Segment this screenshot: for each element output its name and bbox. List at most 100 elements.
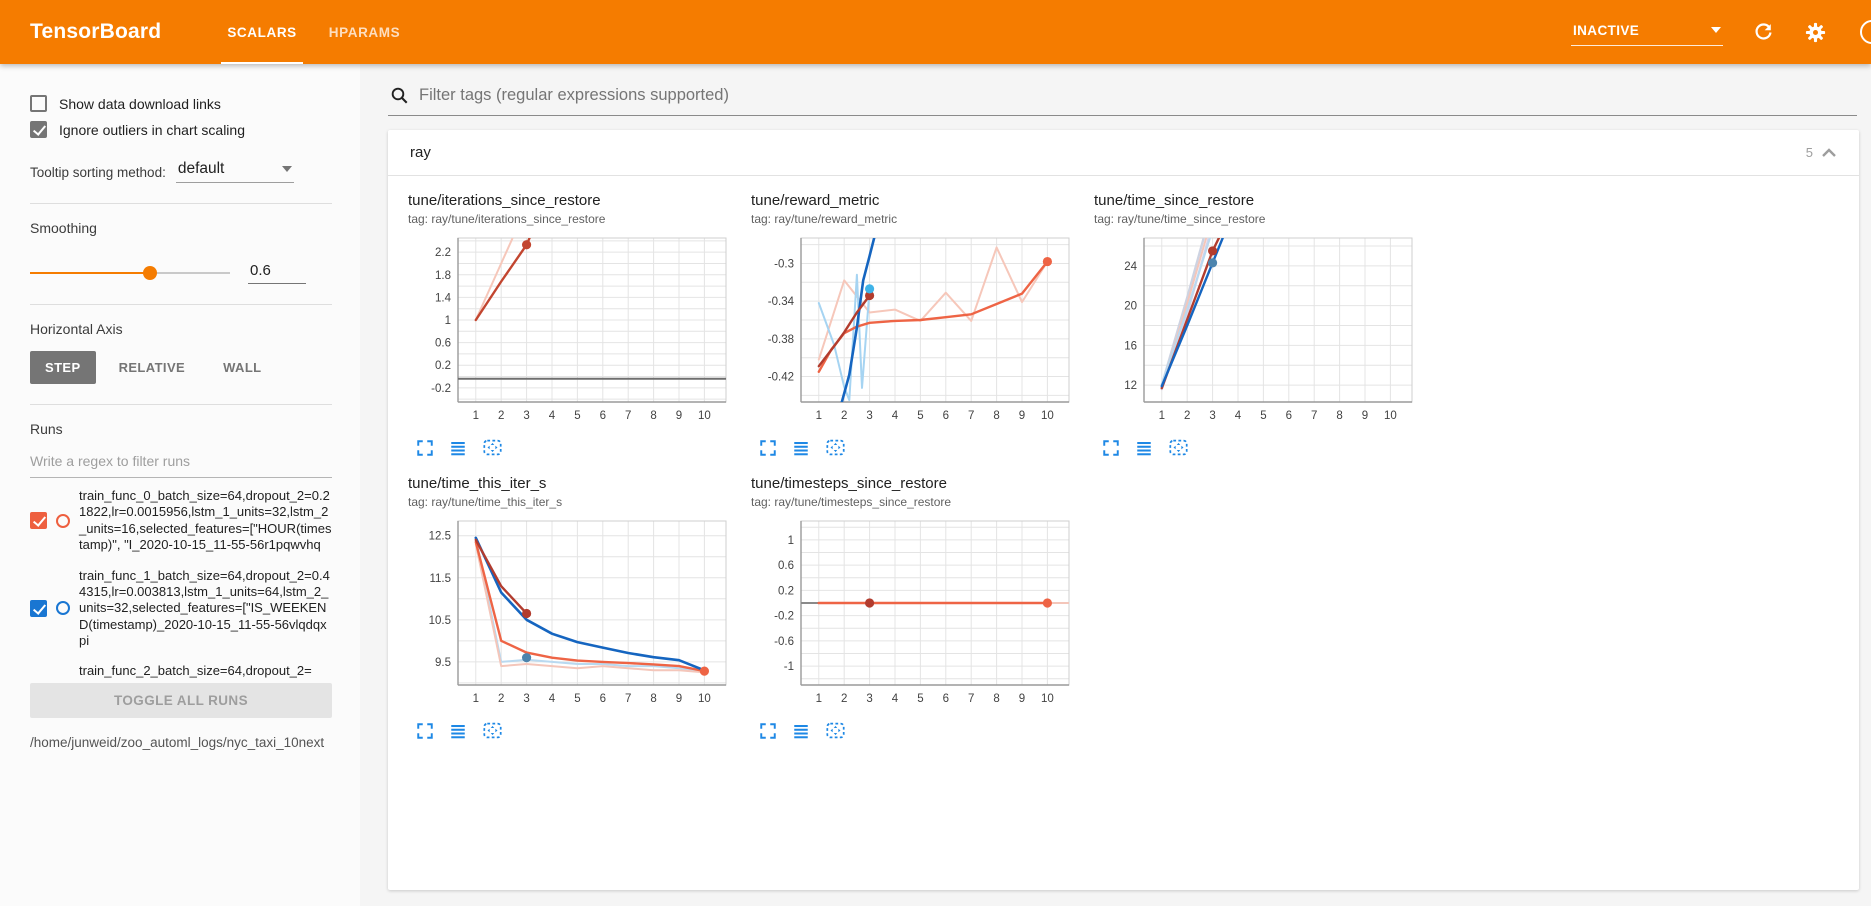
smoothing-value[interactable]: 0.6 <box>248 262 306 284</box>
charts-grid: tune/iterations_since_restore tag: ray/tu… <box>388 176 1859 756</box>
smoothing-slider[interactable] <box>30 266 230 280</box>
svg-text:8: 8 <box>650 693 656 705</box>
tab-bar: SCALARS HPARAMS <box>211 0 416 64</box>
data-table-icon[interactable] <box>792 439 810 457</box>
chart-toolbar <box>408 438 743 457</box>
run-solo-radio[interactable] <box>56 513 70 528</box>
log-directory-path: /home/junweid/zoo_automl_logs/nyc_taxi_1… <box>30 735 325 751</box>
svg-text:6: 6 <box>600 410 606 422</box>
search-icon <box>390 86 409 105</box>
data-table-icon[interactable] <box>449 722 467 740</box>
svg-text:5: 5 <box>574 410 580 422</box>
toggle-all-runs-button[interactable]: TOGGLE ALL RUNS <box>30 683 332 719</box>
show-download-links-checkbox-row[interactable]: Show data download links <box>30 95 332 112</box>
svg-text:1: 1 <box>816 410 822 422</box>
chevron-down-icon <box>281 166 292 172</box>
run-name: train_func_0_batch_size=64,dropout_2=0.2… <box>79 488 332 553</box>
fit-domain-icon[interactable] <box>825 438 846 457</box>
svg-text:-0.42: -0.42 <box>768 372 794 384</box>
ray-section-header[interactable]: ray 5 <box>388 130 1859 176</box>
chart-toolbar <box>408 721 743 740</box>
svg-text:10: 10 <box>698 693 711 705</box>
run-item[interactable]: train_func_1_batch_size=64,dropout_2=0.4… <box>30 568 332 650</box>
svg-text:20: 20 <box>1124 301 1137 313</box>
run-solo-radio[interactable] <box>56 601 70 616</box>
chart-plot[interactable]: -1 -0.6 -0.2 0.2 0.6 1 1 2 3 4 5 6 7 8 9 10 <box>751 515 1083 711</box>
checkbox-label: Ignore outliers in chart scaling <box>59 121 245 138</box>
svg-text:6: 6 <box>600 693 606 705</box>
general-settings-section: Show data download links Ignore outliers… <box>30 70 332 204</box>
tooltip-sorting-select[interactable]: default <box>175 160 294 183</box>
data-table-icon[interactable] <box>449 439 467 457</box>
tooltip-sorting-label: Tooltip sorting method: <box>30 165 166 180</box>
run-name: train_func_2_batch_size=64,dropout_2= <box>79 663 312 679</box>
chevron-up-icon[interactable] <box>1821 147 1837 159</box>
data-table-icon[interactable] <box>1135 439 1153 457</box>
svg-text:9: 9 <box>676 410 682 422</box>
checkbox-label: Show data download links <box>59 95 221 112</box>
show-download-links-checkbox[interactable] <box>30 95 47 112</box>
svg-text:0.2: 0.2 <box>778 585 794 597</box>
horizontal-axis-label: Horizontal Axis <box>30 321 123 337</box>
chart-tag: tag: ray/tune/reward_metric <box>751 212 898 226</box>
fullscreen-icon[interactable] <box>416 722 434 740</box>
run-item[interactable]: train_func_0_batch_size=64,dropout_2=0.2… <box>30 488 332 554</box>
chart-plot[interactable]: 9.5 10.5 11.5 12.5 1 2 3 4 5 6 7 8 9 10 <box>408 515 740 711</box>
svg-text:11.5: 11.5 <box>429 573 451 585</box>
fit-domain-icon[interactable] <box>1168 438 1189 457</box>
svg-text:7: 7 <box>625 693 631 705</box>
tab-hparams[interactable]: HPARAMS <box>328 24 401 40</box>
svg-text:12: 12 <box>1124 380 1137 392</box>
svg-text:2.2: 2.2 <box>435 247 451 259</box>
svg-text:1: 1 <box>473 410 479 422</box>
slider-thumb[interactable] <box>143 266 157 280</box>
ignore-outliers-checkbox-row[interactable]: Ignore outliers in chart scaling <box>30 121 332 138</box>
fullscreen-icon[interactable] <box>759 439 777 457</box>
chart-card: tune/time_since_restore tag: ray/tune/tim… <box>1094 192 1429 457</box>
runs-section: Runs train_func_0_batch_size=64,dropout_… <box>30 405 332 773</box>
fit-domain-icon[interactable] <box>825 721 846 740</box>
chart-plot[interactable]: -0.42 -0.38 -0.34 -0.3 1 2 3 4 5 6 7 8 9 10 <box>751 232 1083 428</box>
tab-scalars[interactable]: SCALARS <box>211 0 312 64</box>
fullscreen-icon[interactable] <box>1102 439 1120 457</box>
fullscreen-icon[interactable] <box>759 722 777 740</box>
chart-plot[interactable]: -0.2 0.2 0.6 1 1.4 1.8 2.2 1 2 3 4 5 6 7 8 9 10 <box>408 232 740 428</box>
svg-text:-0.38: -0.38 <box>768 334 794 346</box>
svg-text:7: 7 <box>1311 410 1317 422</box>
svg-text:9: 9 <box>1362 410 1368 422</box>
app-header: TensorBoard SCALARS HPARAMS INACTIVE <box>0 0 1871 64</box>
refresh-icon[interactable] <box>1751 20 1775 44</box>
gear-icon[interactable] <box>1803 20 1827 44</box>
tag-filter-input[interactable] <box>419 86 1855 105</box>
svg-text:24: 24 <box>1124 261 1137 273</box>
axis-relative-button[interactable]: RELATIVE <box>118 360 186 375</box>
axis-wall-button[interactable]: WALL <box>223 360 262 375</box>
svg-text:2: 2 <box>498 410 504 422</box>
fullscreen-icon[interactable] <box>416 439 434 457</box>
data-table-icon[interactable] <box>792 722 810 740</box>
svg-text:1.8: 1.8 <box>435 270 451 282</box>
fit-domain-icon[interactable] <box>482 721 503 740</box>
svg-text:6: 6 <box>1286 410 1292 422</box>
ray-section-card: ray 5 tune/iterations_since_restore tag: … <box>388 130 1859 890</box>
runs-filter-input[interactable] <box>30 443 332 478</box>
svg-text:0.6: 0.6 <box>778 560 794 572</box>
svg-text:5: 5 <box>917 410 923 422</box>
reload-status-select[interactable]: INACTIVE <box>1571 19 1723 46</box>
run-item[interactable]: train_func_2_batch_size=64,dropout_2= <box>30 663 332 681</box>
ignore-outliers-checkbox[interactable] <box>30 121 47 138</box>
smoothing-label: Smoothing <box>30 220 97 236</box>
run-checkbox[interactable] <box>30 512 47 530</box>
svg-text:10: 10 <box>1384 410 1397 422</box>
chart-tag: tag: ray/tune/time_since_restore <box>1094 212 1266 226</box>
header-actions: INACTIVE <box>1571 19 1871 46</box>
fit-domain-icon[interactable] <box>482 438 503 457</box>
axis-step-button[interactable]: STEP <box>30 351 96 384</box>
svg-text:3: 3 <box>523 693 529 705</box>
chevron-down-icon <box>1711 27 1721 33</box>
svg-text:-0.3: -0.3 <box>774 258 794 270</box>
page-body: Show data download links Ignore outliers… <box>0 64 1871 906</box>
svg-text:5: 5 <box>917 693 923 705</box>
run-checkbox[interactable] <box>30 599 47 617</box>
